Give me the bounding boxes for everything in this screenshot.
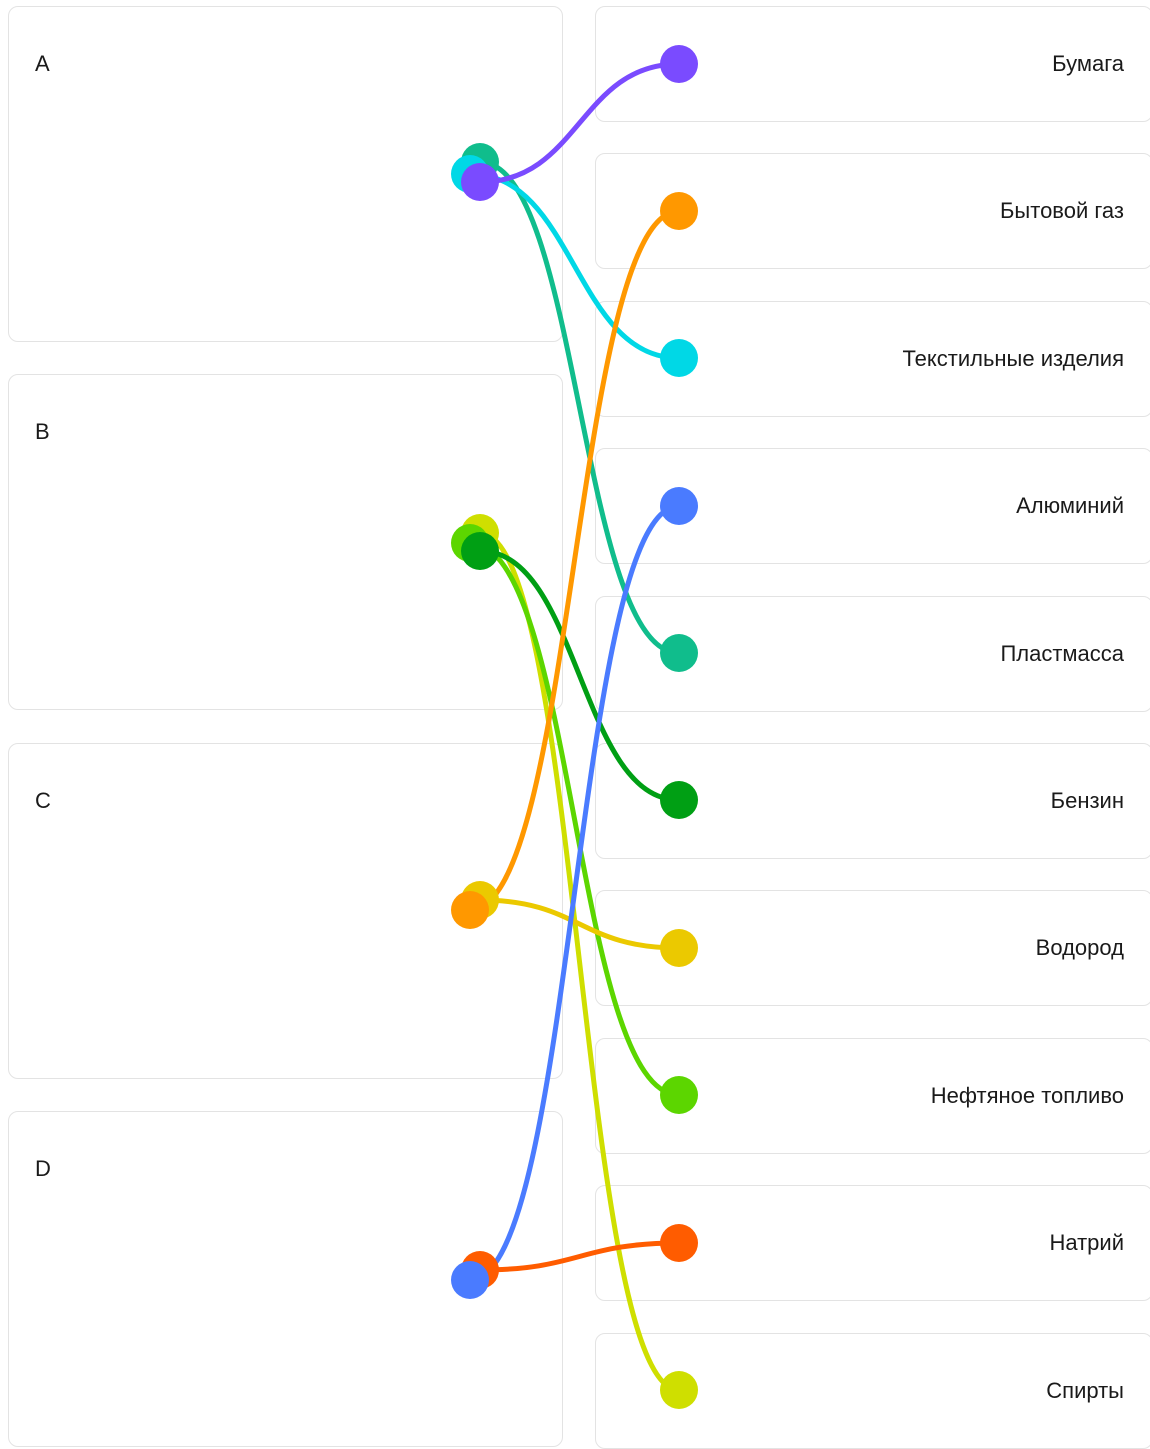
left-endpoint-dot-c[interactable] bbox=[451, 891, 489, 929]
left-card-label: A bbox=[35, 51, 50, 76]
right-card-label: Бензин bbox=[1050, 788, 1124, 813]
left-endpoint-dot-d[interactable] bbox=[451, 1261, 489, 1299]
left-card-label: C bbox=[35, 788, 51, 813]
right-card-label: Бумага bbox=[1052, 51, 1124, 76]
left-endpoint-dot-a[interactable] bbox=[461, 163, 499, 201]
right-card-label: Бытовой газ bbox=[999, 198, 1124, 223]
right-card-label: Нефтяное топливо bbox=[930, 1083, 1124, 1108]
left-card-label: D bbox=[35, 1156, 51, 1181]
right-endpoint-dot-paper[interactable] bbox=[660, 45, 698, 83]
left-card-label: B bbox=[35, 419, 50, 444]
right-endpoint-dot-oil-fuel[interactable] bbox=[660, 1076, 698, 1114]
right-card-label: Спирты bbox=[1046, 1378, 1124, 1403]
right-card-label: Пластмасса bbox=[1000, 641, 1124, 666]
right-card-label: Текстильные изделия bbox=[902, 346, 1124, 371]
right-card-textiles[interactable]: Текстильные изделия bbox=[595, 301, 1150, 417]
right-card-label: Алюминий bbox=[1016, 493, 1124, 518]
right-card-label: Водород bbox=[1035, 935, 1124, 960]
right-endpoint-dot-textiles[interactable] bbox=[660, 339, 698, 377]
left-endpoint-dot-b[interactable] bbox=[461, 532, 499, 570]
right-endpoint-dot-sodium[interactable] bbox=[660, 1224, 698, 1262]
right-card-label: Натрий bbox=[1049, 1230, 1124, 1255]
right-endpoint-dot-plastic[interactable] bbox=[660, 634, 698, 672]
right-endpoint-dot-hydrogen[interactable] bbox=[660, 929, 698, 967]
right-endpoint-dot-petrol[interactable] bbox=[660, 781, 698, 819]
right-endpoint-dot-alcohols[interactable] bbox=[660, 1371, 698, 1409]
right-endpoint-dot-household-gas[interactable] bbox=[660, 192, 698, 230]
right-endpoint-dot-aluminium[interactable] bbox=[660, 487, 698, 525]
